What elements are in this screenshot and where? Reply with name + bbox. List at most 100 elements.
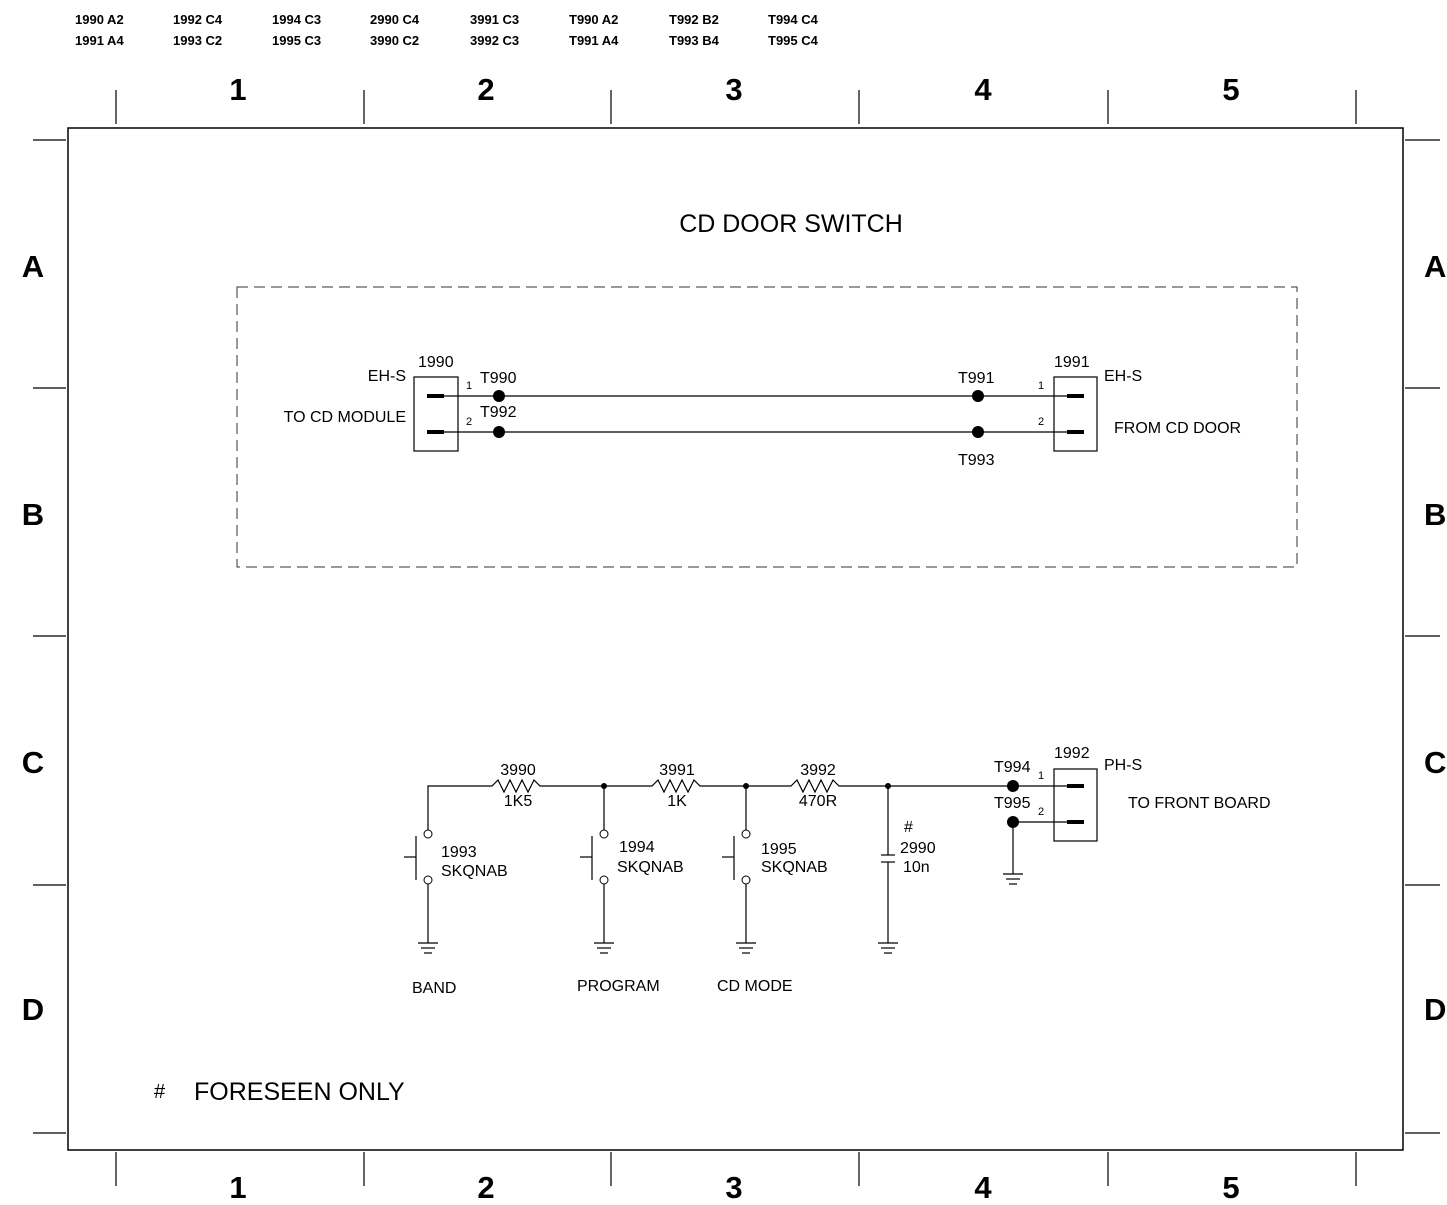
connector-type: EH-S xyxy=(1104,368,1142,385)
test-point xyxy=(1007,780,1019,792)
column-label: 4 xyxy=(974,72,992,107)
row-label: C xyxy=(22,745,44,780)
connector-ref: 1991 xyxy=(1054,354,1090,371)
foreseen-mark: # xyxy=(904,819,913,836)
connector-1990: 1990 EH-S TO CD MODULE 1 2 xyxy=(284,354,472,452)
column-label: 2 xyxy=(477,1170,494,1205)
column-label: 3 xyxy=(725,72,742,107)
resistor-value: 1K xyxy=(667,793,687,810)
switch-1994: 1994 SKQNAB PROGRAM xyxy=(577,786,684,995)
test-point xyxy=(972,426,984,438)
footnote-text: FORESEEN ONLY xyxy=(194,1078,405,1106)
footnote-mark: # xyxy=(154,1081,166,1103)
test-point-label: T995 xyxy=(994,795,1031,812)
switch-type: SKQNAB xyxy=(761,859,828,876)
connector-label: TO CD MODULE xyxy=(284,409,406,426)
button-label-program: PROGRAM xyxy=(577,978,660,995)
connector-body xyxy=(1053,768,1098,842)
ref-entry: 3991 C3 xyxy=(470,12,519,27)
switch-ref: 1994 xyxy=(619,839,655,856)
ref-entry: 3990 C2 xyxy=(370,33,419,48)
ref-entry: T995 C4 xyxy=(768,33,819,48)
resistor-3992: 3992 470R xyxy=(799,762,837,810)
column-label: 3 xyxy=(725,1170,742,1205)
ref-entry: T992 B2 xyxy=(669,12,719,27)
ref-entry: 2990 C4 xyxy=(370,12,420,27)
row-label: A xyxy=(1424,249,1446,284)
capacitor-value: 10n xyxy=(903,859,930,876)
sheet-border xyxy=(67,127,1404,1151)
pin-number: 1 xyxy=(1038,380,1044,392)
button-label-cd-mode: CD MODE xyxy=(717,978,793,995)
test-point-label: T991 xyxy=(958,370,995,387)
ref-entry: 3992 C3 xyxy=(470,33,519,48)
pin-number: 2 xyxy=(466,416,472,428)
row-label: C xyxy=(1424,745,1446,780)
switch-type: SKQNAB xyxy=(617,859,684,876)
door-module-boundary xyxy=(236,286,1298,568)
connector-label: TO FRONT BOARD xyxy=(1128,795,1271,812)
row-label: D xyxy=(22,992,44,1027)
test-point xyxy=(493,390,505,402)
ref-entry: 1994 C3 xyxy=(272,12,321,27)
connector-1992: 1992 PH-S TO FRONT BOARD 1 2 T994 T995 xyxy=(994,745,1271,885)
row-label: B xyxy=(1424,497,1446,532)
switch-type: SKQNAB xyxy=(441,863,508,880)
ref-entry: T990 A2 xyxy=(569,12,618,27)
pin-number: 1 xyxy=(1038,770,1044,782)
connector-ref: 1992 xyxy=(1054,745,1090,762)
ref-entry: 1992 C4 xyxy=(173,12,223,27)
resistor-3990: 3990 1K5 xyxy=(500,762,536,810)
column-label: 2 xyxy=(477,72,494,107)
capacitor-2990: # 2990 10n xyxy=(878,786,936,954)
section-title: CD DOOR SWITCH xyxy=(679,210,903,238)
ladder-bus xyxy=(427,778,1067,830)
ref-entry: 1990 A2 xyxy=(75,12,124,27)
row-ruler-left: A B C D xyxy=(22,139,66,1134)
button-label-band: BAND xyxy=(412,980,456,997)
resistor-value: 470R xyxy=(799,793,837,810)
column-label: 5 xyxy=(1222,72,1239,107)
switch-1995: 1995 SKQNAB CD MODE xyxy=(717,786,828,995)
row-label: D xyxy=(1424,992,1446,1027)
column-label: 1 xyxy=(229,1170,246,1205)
resistor-3991: 3991 1K xyxy=(659,762,695,810)
row-label: A xyxy=(22,249,44,284)
resistor-ref: 3991 xyxy=(659,762,695,779)
pin-number: 2 xyxy=(1038,416,1044,428)
ref-entry: T991 A4 xyxy=(569,33,619,48)
resistor-ref: 3990 xyxy=(500,762,536,779)
column-label: 1 xyxy=(229,72,246,107)
column-label: 5 xyxy=(1222,1170,1239,1205)
test-point-label: T990 xyxy=(480,370,517,387)
switch-ref: 1993 xyxy=(441,844,477,861)
connector-body xyxy=(1053,376,1098,452)
pin-number: 2 xyxy=(1038,806,1044,818)
test-point-label: T994 xyxy=(994,759,1031,776)
row-ruler-right: A B C D xyxy=(1405,139,1446,1134)
connector-body xyxy=(413,376,459,452)
test-point-label: T993 xyxy=(958,452,995,469)
test-point-label: T992 xyxy=(480,404,517,421)
test-point xyxy=(972,390,984,402)
switch-ref: 1995 xyxy=(761,841,797,858)
column-ruler-top: 1 2 3 4 5 xyxy=(115,72,1357,124)
reference-index: 1990 A2 1991 A4 1992 C4 1993 C2 1994 C3 … xyxy=(75,12,819,48)
column-label: 4 xyxy=(974,1170,992,1205)
connector-type: PH-S xyxy=(1104,757,1142,774)
connector-label: FROM CD DOOR xyxy=(1114,420,1241,437)
ref-entry: 1995 C3 xyxy=(272,33,321,48)
ref-entry: T994 C4 xyxy=(768,12,819,27)
ref-entry: 1993 C2 xyxy=(173,33,222,48)
resistor-value: 1K5 xyxy=(504,793,533,810)
switch-1993: 1993 SKQNAB BAND xyxy=(404,829,508,997)
resistor-ref: 3992 xyxy=(800,762,836,779)
connector-1991: 1991 EH-S FROM CD DOOR 1 2 xyxy=(1038,354,1241,452)
test-point xyxy=(1007,816,1019,828)
capacitor-ref: 2990 xyxy=(900,840,936,857)
ref-entry: T993 B4 xyxy=(669,33,720,48)
ref-entry: 1991 A4 xyxy=(75,33,124,48)
test-point xyxy=(493,426,505,438)
row-label: B xyxy=(22,497,44,532)
